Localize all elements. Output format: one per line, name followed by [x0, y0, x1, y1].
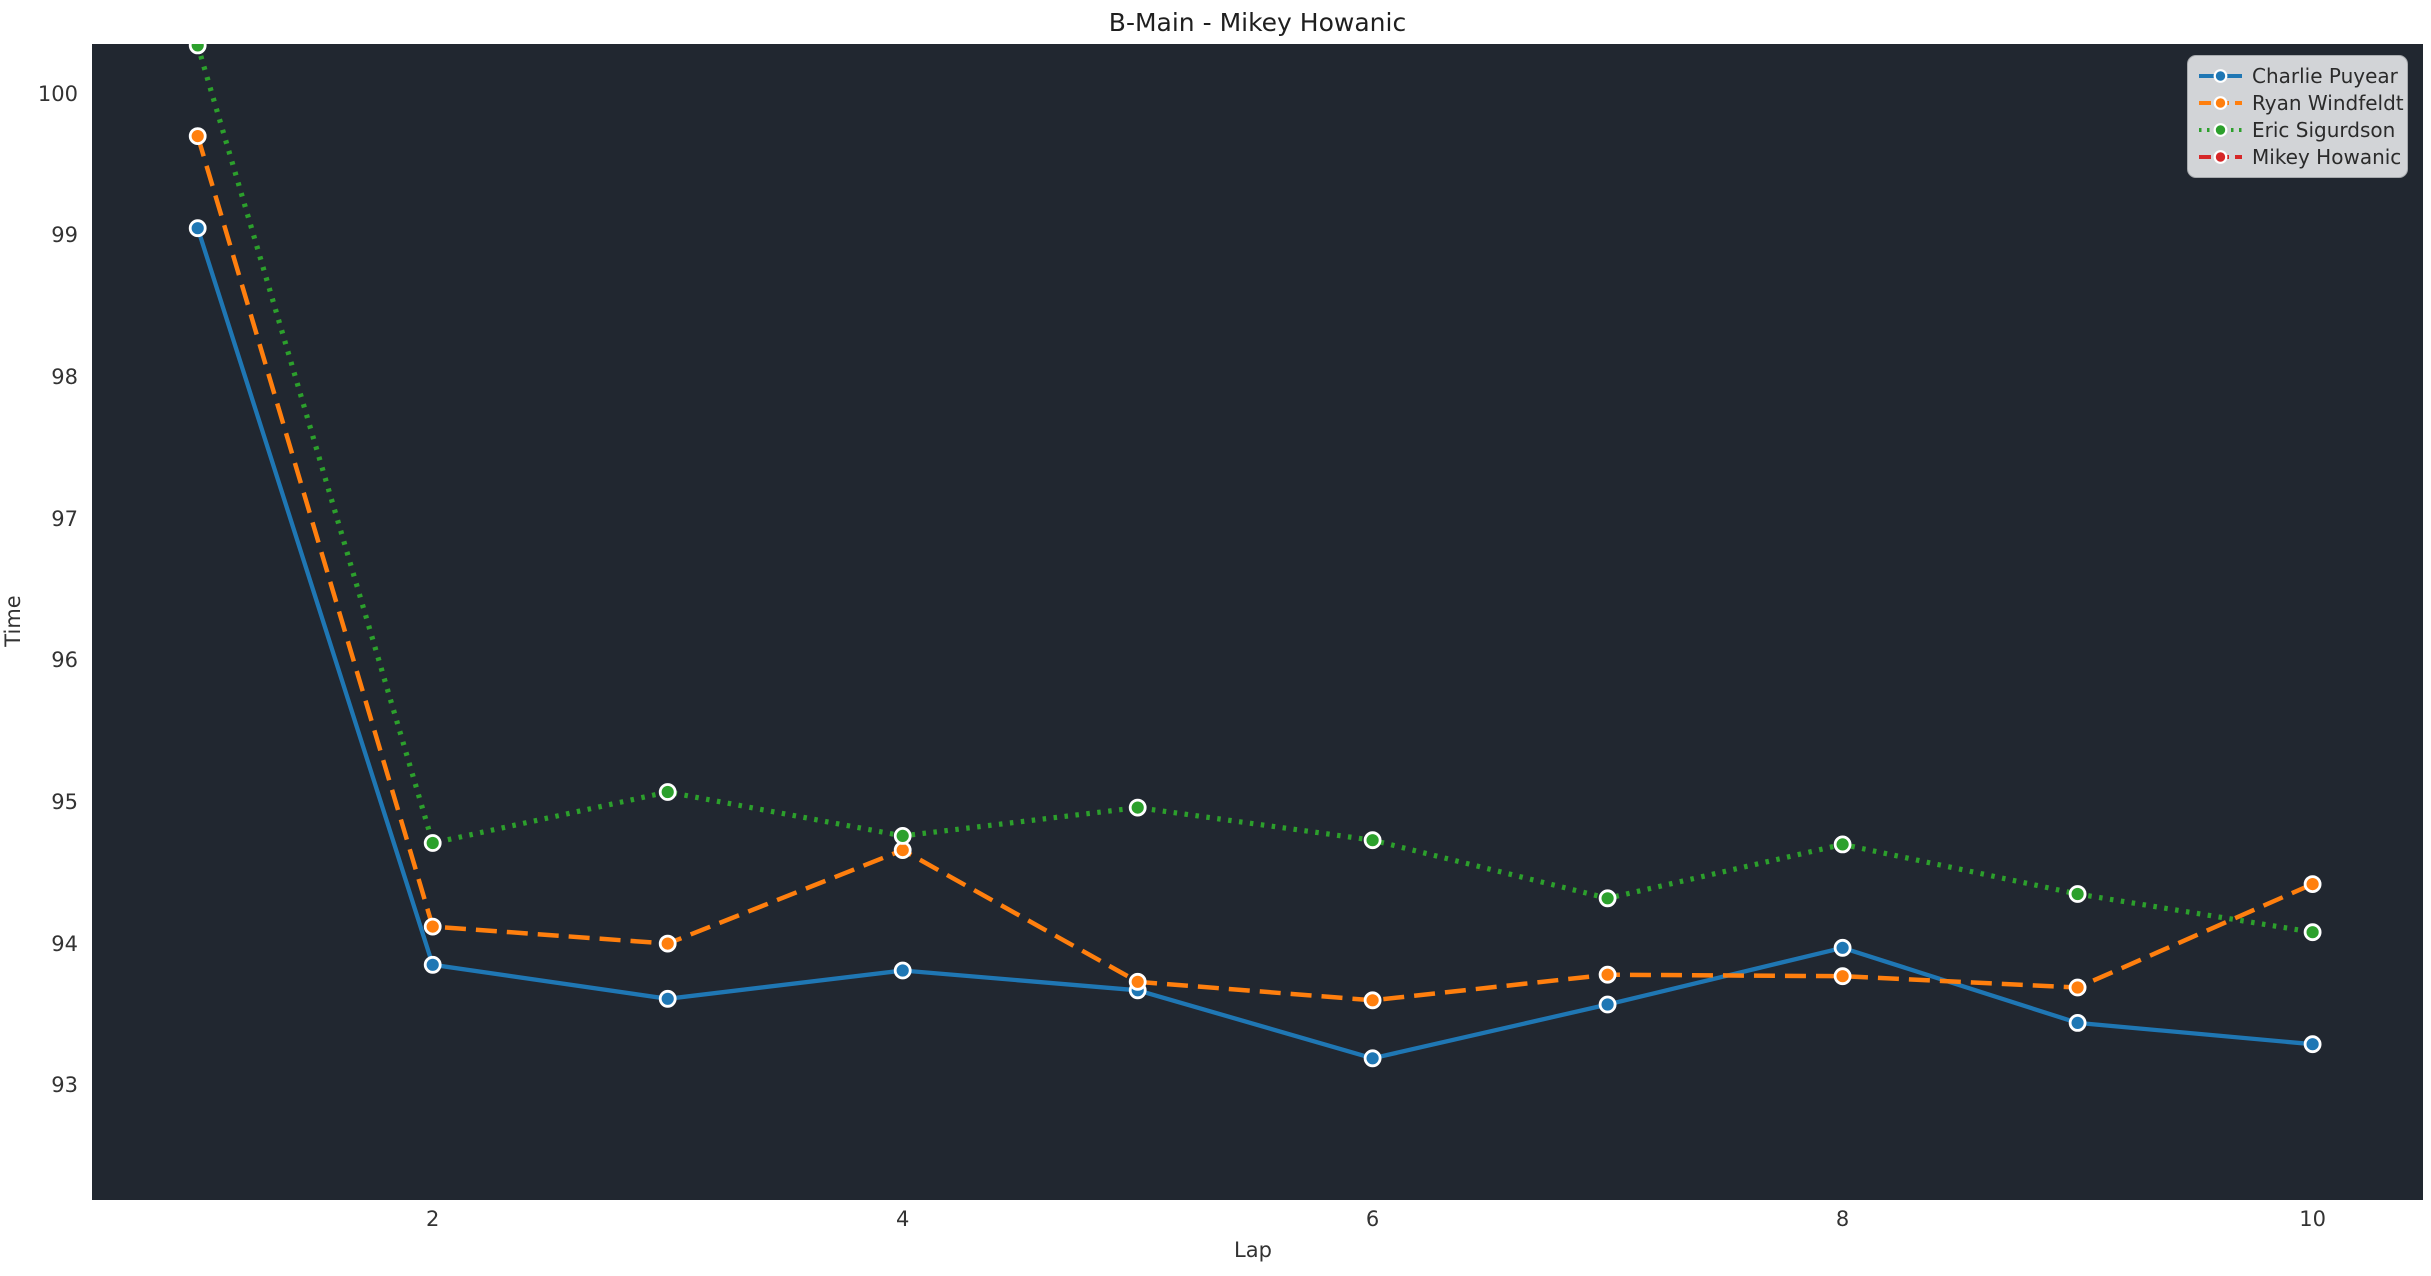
y-tick-label: 95: [51, 789, 78, 814]
data-point-marker: [423, 955, 442, 974]
data-point-marker: [2303, 923, 2322, 942]
legend-sample-line-icon: [2199, 123, 2242, 137]
y-tick-label: 96: [51, 648, 78, 673]
data-point-marker: [188, 44, 207, 55]
legend-label: Ryan Windfeldt: [2252, 91, 2404, 115]
data-point-marker: [1128, 972, 1147, 991]
series-line-ryan-windfeldt: [195, 135, 2314, 1003]
series-charlie-puyear: [188, 219, 2322, 1068]
y-tick-label: 99: [51, 223, 78, 248]
data-point-marker: [1363, 1049, 1382, 1068]
data-point-marker: [658, 934, 677, 953]
legend-item: Charlie Puyear: [2197, 63, 2398, 89]
data-point-marker: [2068, 978, 2087, 997]
data-point-marker: [1128, 798, 1147, 817]
data-point-marker: [1833, 835, 1852, 854]
data-point-marker: [188, 219, 207, 238]
data-point-marker: [423, 834, 442, 852]
data-point-marker: [1363, 991, 1382, 1010]
data-point-marker: [2068, 885, 2087, 903]
x-tick-label: 8: [1835, 1207, 1850, 1231]
data-point-marker: [658, 783, 677, 801]
data-point-marker: [893, 841, 912, 859]
data-point-marker: [1598, 889, 1617, 908]
legend-item: Eric Sigurdson: [2197, 117, 2397, 143]
data-point-marker: [2068, 1014, 2087, 1032]
data-point-marker: [2303, 1035, 2322, 1054]
legend-sample-line-icon: [2199, 96, 2242, 110]
data-point-marker: [658, 989, 677, 1008]
legend-sample-line-icon: [2199, 150, 2242, 164]
legend-item: Ryan Windfeldt: [2197, 90, 2404, 116]
series-ryan-windfeldt: [188, 127, 2322, 1010]
data-point-marker: [1598, 995, 1617, 1014]
legend-label: Mikey Howanic: [2252, 145, 2402, 169]
data-point-marker: [893, 827, 912, 845]
y-tick-label: 97: [51, 506, 78, 531]
y-tick-label: 94: [51, 931, 78, 956]
data-point-marker: [1833, 967, 1852, 986]
legend: Charlie Puyear Ryan Windfeldt Eric Sigur…: [2187, 55, 2408, 178]
data-point-marker: [2303, 875, 2322, 893]
x-tick-label: 4: [896, 1207, 910, 1231]
data-point-marker: [1363, 831, 1382, 850]
data-point-marker: [1598, 965, 1617, 984]
data-point-marker: [423, 917, 442, 936]
chart-title: B-Main - Mikey Howanic: [1108, 8, 1407, 37]
legend-sample-line-icon: [2199, 69, 2242, 83]
legend-label: Charlie Puyear: [2252, 64, 2398, 88]
series-line-eric-sigurdson: [195, 44, 2314, 935]
data-point-marker: [188, 127, 207, 146]
y-tick-label: 100: [37, 81, 78, 106]
x-tick-label: 2: [426, 1207, 440, 1231]
y-tick-label: 98: [51, 364, 78, 389]
x-tick-label: 10: [2299, 1207, 2326, 1231]
data-point-marker: [1833, 938, 1852, 957]
y-tick-label: 93: [51, 1073, 78, 1098]
data-point-marker: [893, 961, 912, 980]
x-axis-label: Lap: [1234, 1238, 1272, 1262]
series-eric-sigurdson: [188, 44, 2322, 942]
x-tick-label: 6: [1365, 1207, 1380, 1231]
series-line-charlie-puyear: [195, 227, 2313, 1061]
legend-label: Eric Sigurdson: [2252, 118, 2396, 142]
legend-item: Mikey Howanic: [2197, 144, 2401, 170]
